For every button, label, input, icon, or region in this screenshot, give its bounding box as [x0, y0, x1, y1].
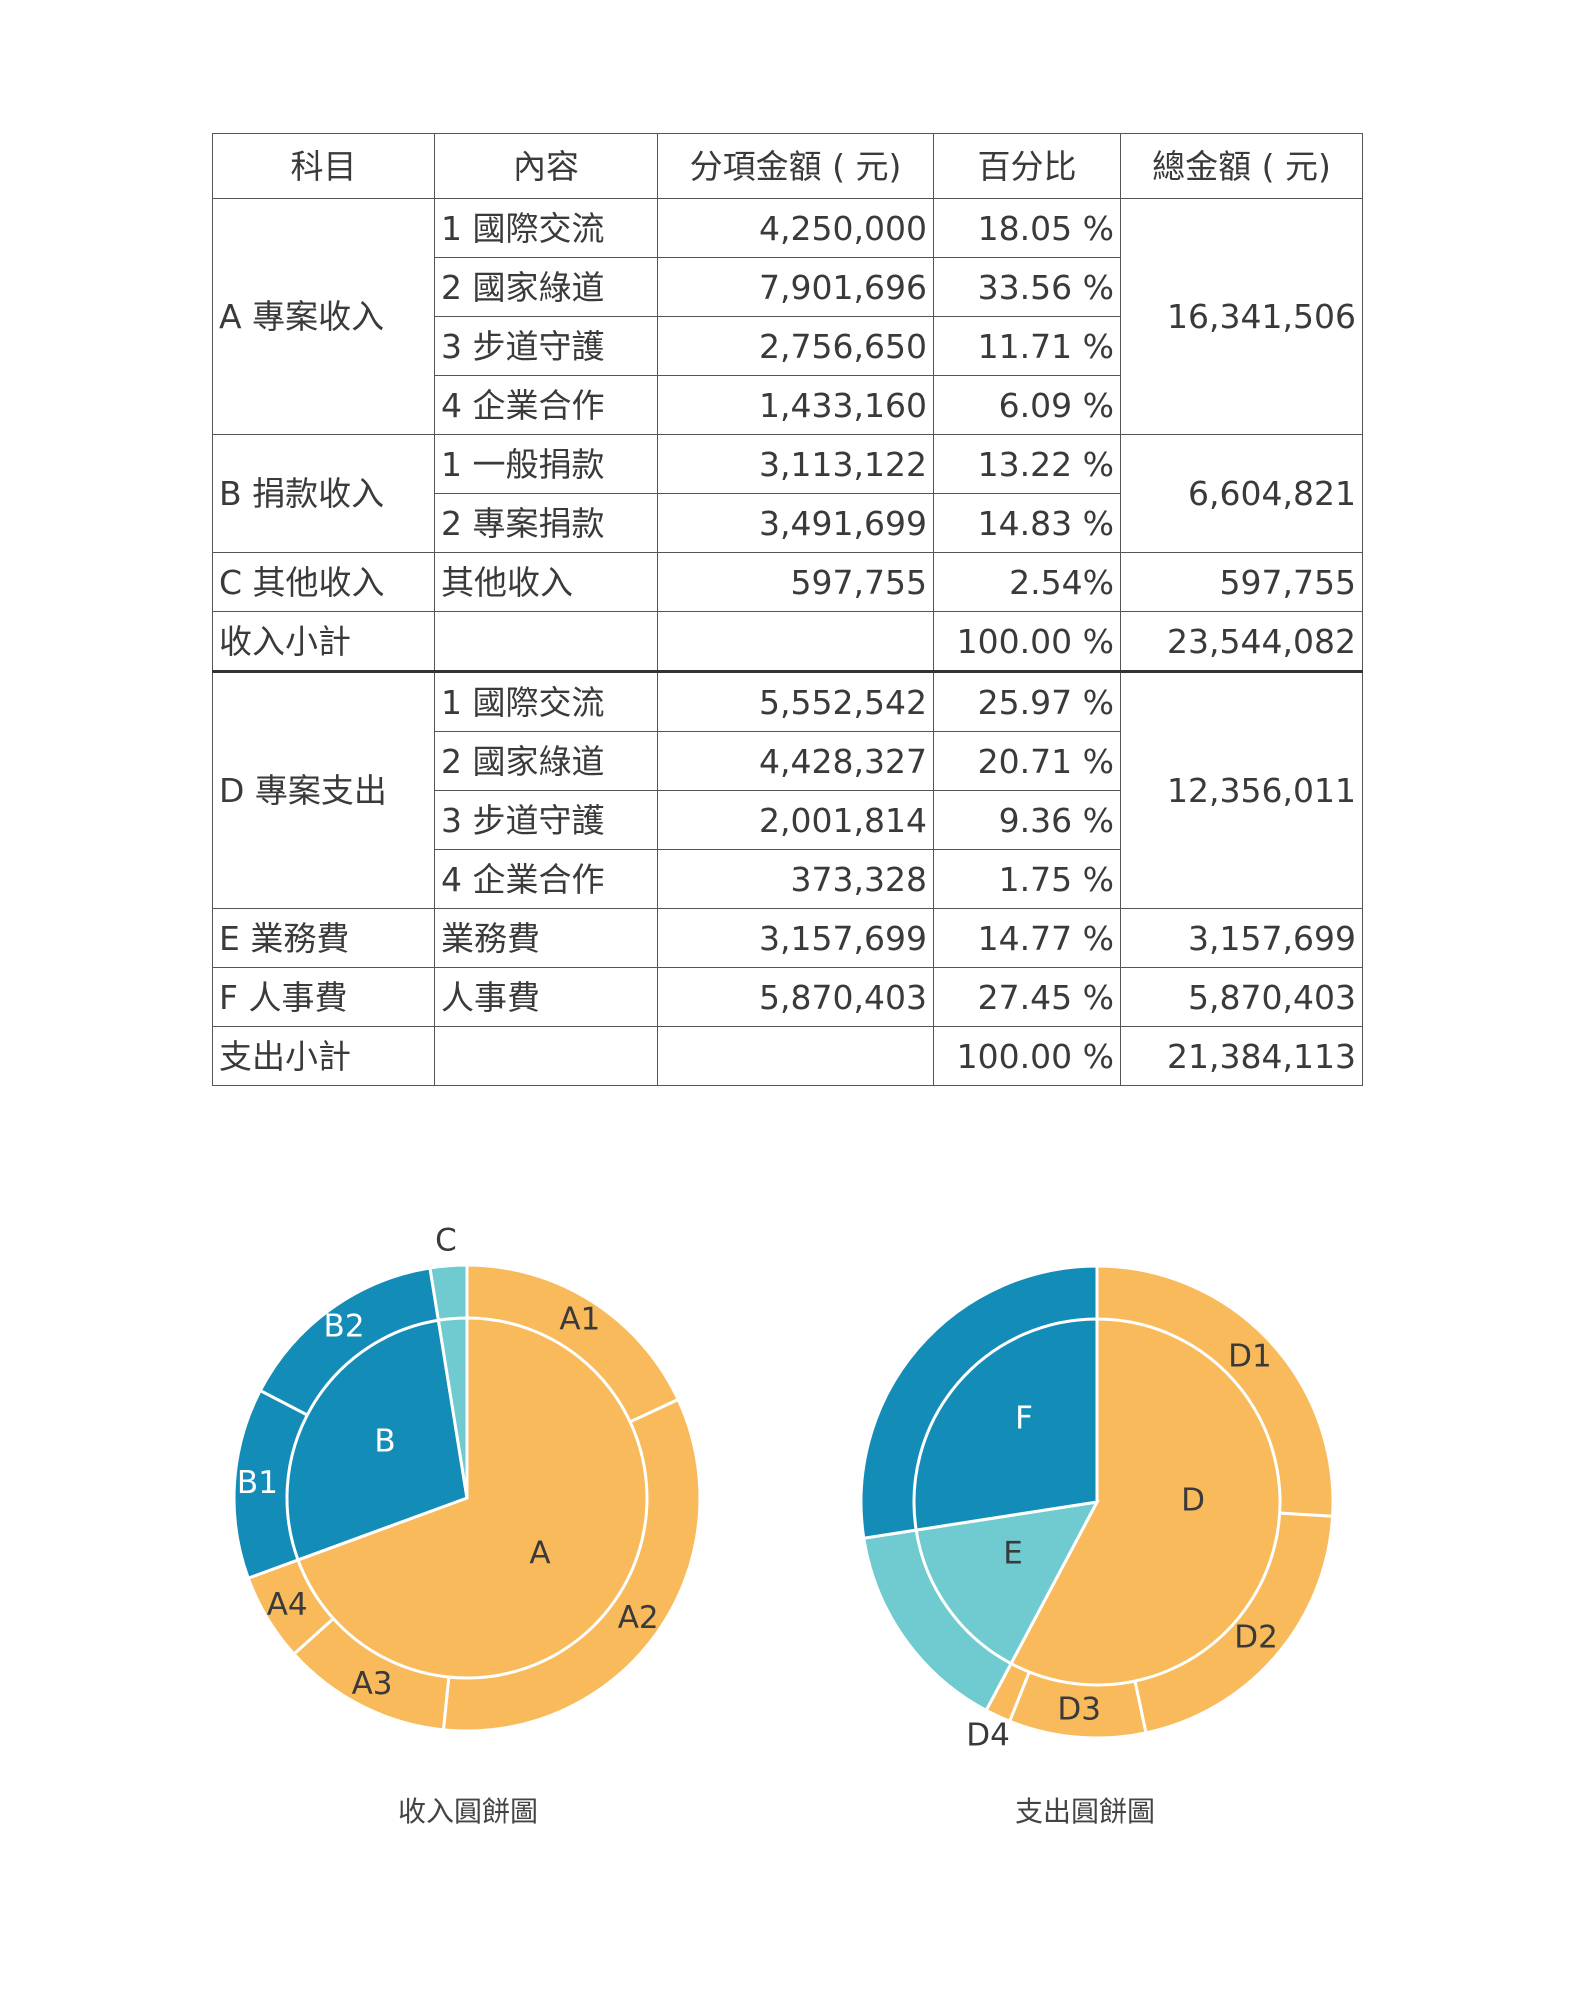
amount-cell: 373,328 [657, 849, 934, 909]
category-cell: A 專案收入 [212, 198, 435, 435]
percent-cell: 20.71 % [933, 731, 1121, 791]
table-row: D 專案支出 1 國際交流 5,552,542 25.97 % 12,356,011 [212, 670, 1363, 909]
percent-cell: 14.83 % [933, 493, 1121, 553]
table-row: B 捐款收入 1 一般捐款 3,113,122 13.22 % 6,604,821 [212, 434, 1363, 553]
expense-pie-caption: 支出圓餅圖 [1014, 1795, 1155, 1828]
amount-cell: 5,870,403 [657, 967, 934, 1027]
subtotal-total: 21,384,113 [1120, 1026, 1363, 1086]
category-cell: B 捐款收入 [212, 434, 435, 553]
column-header: 科目 [212, 133, 435, 199]
table-row: A 專案收入 1 國際交流 4,250,000 18.05 % 16,341,506 [212, 198, 1363, 435]
income-pie: A1 A2 A3 A4 B1 B2 C A B [232, 1223, 702, 1733]
inner-label-b: B [374, 1424, 395, 1460]
subtotal-row: 支出小計 100.00 % 21,384,113 [212, 1026, 1363, 1086]
subtotal-row: 收入小計 100.00 % 23,544,082 [212, 611, 1363, 672]
percent-cell: 6.09 % [933, 375, 1121, 435]
empty-cell [434, 1026, 658, 1086]
table-row: 4 企業合作 1,433,160 6.09 % [213, 375, 1363, 435]
subtotal-label: 收入小計 [212, 611, 435, 672]
table-row: 2 專案捐款 3,491,699 14.83 % [213, 493, 1363, 553]
content-cell: 2 國家綠道 [434, 257, 658, 317]
content-cell: 4 企業合作 [434, 849, 658, 909]
amount-cell: 1,433,160 [657, 375, 934, 435]
percent-cell: 11.71 % [933, 316, 1121, 376]
outer-label-d3: D3 [1057, 1692, 1101, 1728]
outer-label-c: C [435, 1223, 457, 1259]
subtotal-percent: 100.00 % [933, 1026, 1121, 1086]
category-cell: E 業務費 [212, 908, 435, 968]
content-cell: 3 步道守護 [434, 316, 658, 376]
column-header: 分項金額 ( 元) [657, 133, 934, 199]
total-cell: 16,341,506 [1120, 198, 1363, 435]
expense-pie: D1 D2 D3 D4 D E F [859, 1264, 1335, 1754]
table-row: E 業務費 業務費 3,157,699 14.77 % 3,157,699 [212, 908, 1363, 968]
table-row: 2 國家綠道 7,901,696 33.56 % [213, 257, 1363, 317]
outer-label-b2: B2 [324, 1308, 365, 1344]
empty-cell [657, 1026, 934, 1086]
inner-label-f: F [1015, 1401, 1033, 1437]
inner-label-e: E [1003, 1536, 1023, 1572]
content-cell: 人事費 [434, 967, 658, 1027]
amount-cell: 4,250,000 [657, 198, 934, 258]
category-cell: F 人事費 [212, 967, 435, 1027]
percent-cell: 13.22 % [933, 434, 1121, 494]
inner-slice-c [436, 1316, 469, 1499]
amount-cell: 2,001,814 [657, 790, 934, 850]
inner-slice-e [914, 1500, 1100, 1666]
outer-label-a2: A2 [618, 1600, 659, 1636]
percent-cell: 18.05 % [933, 198, 1121, 258]
inner-label-a: A [529, 1536, 550, 1572]
inner-slice-d [1009, 1317, 1282, 1687]
table-row: 3 步道守護 2,001,814 9.36 % [213, 790, 1363, 850]
outer-label-d4: D4 [966, 1718, 1010, 1754]
outer-label-a3: A3 [352, 1666, 393, 1702]
percent-cell: 27.45 % [933, 967, 1121, 1027]
percent-cell: 1.75 % [933, 849, 1121, 909]
category-cell: D 專案支出 [212, 670, 435, 909]
outer-label-d2: D2 [1234, 1620, 1278, 1656]
total-cell: 6,604,821 [1120, 434, 1363, 553]
column-header: 內容 [434, 133, 658, 199]
inner-slice-a [296, 1316, 649, 1680]
category-cell: C 其他收入 [212, 552, 435, 612]
amount-cell: 3,113,122 [657, 434, 934, 494]
total-cell: 12,356,011 [1120, 670, 1363, 909]
amount-cell: 4,428,327 [657, 731, 934, 791]
income-pie-caption: 收入圓餅圖 [397, 1795, 538, 1828]
finance-table: 科目 內容 分項金額 ( 元) 百分比 總金額 ( 元) A 專案收入 1 國際交流 4,25… [212, 133, 1363, 1086]
table-row: 4 企業合作 373,328 1.75 % [213, 849, 1363, 909]
total-cell: 3,157,699 [1120, 908, 1363, 968]
subtotal-total: 23,544,082 [1120, 611, 1363, 672]
outer-label-d1: D1 [1228, 1339, 1272, 1375]
amount-cell: 3,491,699 [657, 493, 934, 553]
percent-cell: 25.97 % [933, 670, 1121, 732]
outer-label-a4: A4 [267, 1587, 308, 1623]
content-cell: 3 步道守護 [434, 790, 658, 850]
amount-cell: 7,901,696 [657, 257, 934, 317]
outer-label-a1: A1 [559, 1301, 600, 1337]
inner-slice-b [285, 1318, 469, 1562]
percent-cell: 33.56 % [933, 257, 1121, 317]
inner-slice-f [912, 1317, 1099, 1532]
inner-label-d: D [1181, 1483, 1205, 1519]
content-cell: 4 企業合作 [434, 375, 658, 435]
content-cell: 2 專案捐款 [434, 493, 658, 553]
table-row: 2 國家綠道 4,428,327 20.71 % [213, 731, 1363, 791]
table-row: 3 步道守護 2,756,650 11.71 % [213, 316, 1363, 376]
content-cell: 其他收入 [434, 552, 658, 612]
outer-label-b1: B1 [237, 1465, 278, 1501]
table-row: F 人事費 人事費 5,870,403 27.45 % 5,870,403 [212, 967, 1363, 1027]
content-cell: 1 一般捐款 [434, 434, 658, 494]
total-cell: 597,755 [1120, 552, 1363, 612]
content-cell: 2 國家綠道 [434, 731, 658, 791]
subtotal-label: 支出小計 [212, 1026, 435, 1086]
content-cell: 業務費 [434, 908, 658, 968]
empty-cell [434, 611, 658, 672]
percent-cell: 9.36 % [933, 790, 1121, 850]
total-cell: 5,870,403 [1120, 967, 1363, 1027]
